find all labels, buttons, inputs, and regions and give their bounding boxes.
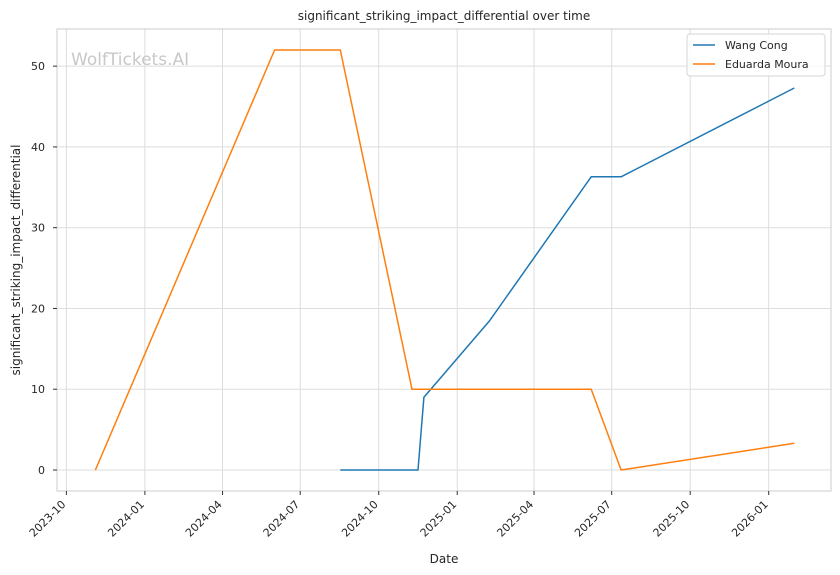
data-point xyxy=(94,469,96,471)
plot-frame xyxy=(56,28,832,492)
data-point xyxy=(620,469,622,471)
data-point xyxy=(417,469,419,471)
data-point xyxy=(590,176,592,178)
data-point xyxy=(489,320,491,322)
series-line-1 xyxy=(340,87,795,471)
y-tick-label: 10 xyxy=(31,383,45,396)
data-point xyxy=(620,176,622,178)
y-tick-label: 0 xyxy=(38,464,45,477)
data-point xyxy=(590,388,592,390)
y-tick-label: 50 xyxy=(31,60,45,73)
legend: Wang Cong Eduarda Moura xyxy=(686,33,826,77)
y-tick-label: 20 xyxy=(31,302,45,315)
data-point xyxy=(411,388,413,390)
data-point xyxy=(274,49,276,51)
data-point xyxy=(339,49,341,51)
watermark: WolfTickets.AI xyxy=(71,50,189,70)
data-point xyxy=(423,396,425,398)
series-layer xyxy=(94,49,795,471)
legend-box xyxy=(686,33,826,77)
y-tick-label: 30 xyxy=(31,222,45,235)
series-line-2 xyxy=(94,49,795,471)
data-point xyxy=(793,442,795,444)
x-axis-label: Date xyxy=(430,552,459,566)
data-point xyxy=(339,469,341,471)
chart-title: significant_striking_impact_differential… xyxy=(298,9,590,23)
y-axis-label: significant_striking_impact_differential xyxy=(9,145,23,376)
legend-label: Eduarda Moura xyxy=(725,58,809,71)
y-tick-label: 40 xyxy=(31,141,45,154)
grid-lines xyxy=(57,29,831,491)
legend-label: Wang Cong xyxy=(725,39,788,52)
data-point xyxy=(793,87,795,89)
